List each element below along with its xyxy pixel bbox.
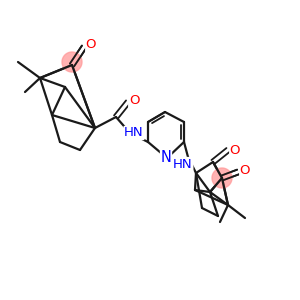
Text: O: O xyxy=(129,94,139,107)
Text: O: O xyxy=(86,38,96,52)
Circle shape xyxy=(212,168,232,188)
Circle shape xyxy=(62,52,82,72)
Text: HN: HN xyxy=(124,127,144,140)
Text: O: O xyxy=(230,143,240,157)
Text: HN: HN xyxy=(173,158,193,170)
Text: N: N xyxy=(160,149,171,164)
Text: O: O xyxy=(240,164,250,178)
